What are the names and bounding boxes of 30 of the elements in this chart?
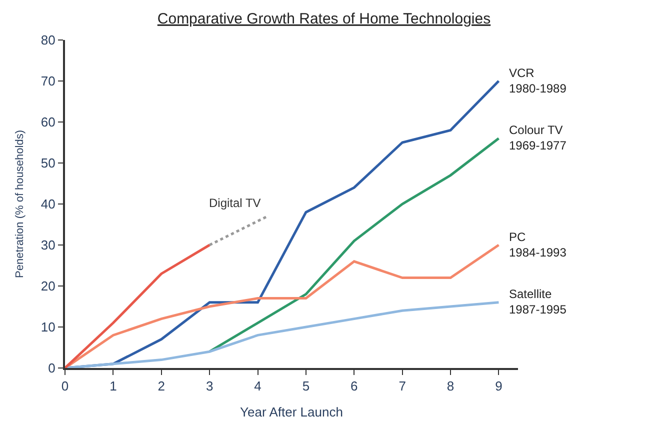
y-tick-label: 50 [40, 156, 56, 171]
x-tick-label: 7 [398, 378, 406, 394]
x-tick-label: 4 [254, 378, 262, 394]
y-tick-label: 30 [40, 238, 56, 253]
y-tick-label: 0 [48, 360, 56, 376]
y-tick-label: 70 [40, 74, 56, 89]
y-axis-title: Penetration (% of households) [14, 130, 26, 278]
x-tick-label: 9 [495, 378, 502, 394]
y-tick-label: 10 [40, 320, 56, 335]
series-label: Satellite 1987-1995 [509, 287, 567, 317]
annotation: Digital TV [209, 196, 261, 210]
x-tick-label: 1 [110, 378, 117, 394]
x-tick-label: 2 [158, 378, 165, 394]
y-tick-label: 80 [40, 32, 56, 48]
x-tick-label: 8 [446, 378, 454, 394]
x-tick-label: 6 [350, 378, 358, 394]
series-label: PC 1984-1993 [509, 230, 567, 260]
chart-title: Comparative Growth Rates of Home Technologies [157, 10, 491, 28]
x-tick-label: 5 [302, 378, 310, 394]
x-tick-label: 3 [206, 378, 214, 394]
x-tick-label: 0 [61, 378, 69, 394]
y-tick-label: 20 [40, 278, 56, 294]
line-series [65, 301, 500, 368]
line-series [208, 137, 500, 353]
y-tick-label: 60 [40, 114, 56, 130]
line-series [65, 244, 211, 368]
y-tick-label: 40 [40, 196, 56, 212]
series-label: VCR 1980-1989 [509, 66, 567, 96]
x-axis-title: Year After Launch [240, 404, 343, 420]
series-label: Colour TV 1969-1977 [509, 123, 567, 153]
